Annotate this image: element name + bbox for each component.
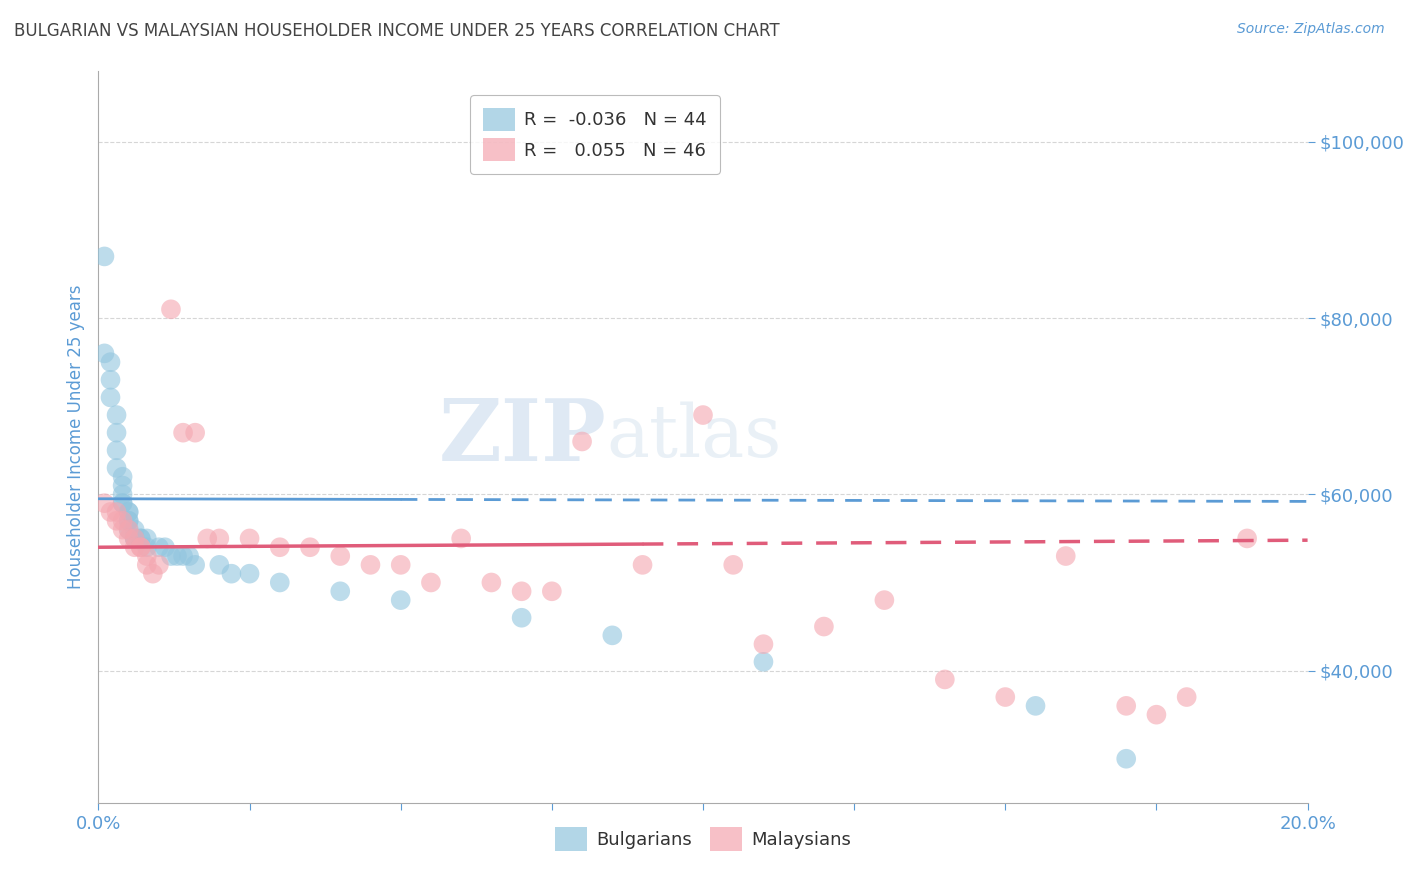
Point: [93, 346, 115, 360]
Point: [124, 532, 146, 546]
Point: [135, 558, 157, 572]
Point: [329, 584, 352, 599]
Point: [135, 540, 157, 554]
Point: [481, 575, 503, 590]
Point: [93, 249, 115, 263]
Point: [172, 425, 194, 440]
Point: [129, 540, 152, 554]
Point: [118, 523, 141, 537]
Point: [100, 355, 122, 369]
Point: [873, 593, 896, 607]
Point: [195, 532, 218, 546]
Point: [269, 540, 291, 554]
Point: [752, 655, 775, 669]
Point: [111, 514, 134, 528]
Point: [752, 637, 775, 651]
Point: [329, 549, 352, 563]
Point: [1236, 532, 1258, 546]
Point: [100, 373, 122, 387]
Point: [93, 496, 115, 510]
Y-axis label: Householder Income Under 25 years: Householder Income Under 25 years: [66, 285, 84, 590]
Point: [111, 523, 134, 537]
Point: [111, 496, 134, 510]
Point: [1024, 698, 1046, 713]
Point: [118, 523, 141, 537]
Point: [239, 532, 262, 546]
Point: [692, 408, 714, 422]
Point: [148, 558, 170, 572]
Point: [105, 514, 128, 528]
Text: Source: ZipAtlas.com: Source: ZipAtlas.com: [1237, 22, 1385, 37]
Point: [510, 611, 533, 625]
Point: [118, 505, 141, 519]
Point: [360, 558, 382, 572]
Point: [420, 575, 443, 590]
Point: [118, 505, 141, 519]
Point: [510, 584, 533, 599]
Point: [111, 469, 134, 483]
Point: [269, 575, 291, 590]
Point: [389, 558, 412, 572]
Point: [934, 673, 956, 687]
Point: [160, 549, 183, 563]
Point: [166, 549, 188, 563]
Point: [299, 540, 322, 554]
Point: [105, 505, 128, 519]
Point: [184, 425, 207, 440]
Point: [135, 532, 157, 546]
Point: [153, 540, 176, 554]
Point: [148, 540, 170, 554]
Point: [111, 478, 134, 492]
Point: [100, 505, 122, 519]
Point: [994, 690, 1017, 704]
Point: [602, 628, 624, 642]
Point: [631, 558, 654, 572]
Point: [100, 391, 122, 405]
Point: [124, 532, 146, 546]
Point: [160, 302, 183, 317]
Point: [124, 532, 146, 546]
Point: [105, 425, 128, 440]
Point: [129, 540, 152, 554]
Point: [184, 558, 207, 572]
Point: [111, 487, 134, 501]
Point: [208, 558, 231, 572]
Point: [129, 532, 152, 546]
Point: [1175, 690, 1198, 704]
Point: [389, 593, 412, 607]
Point: [124, 523, 146, 537]
Text: ZIP: ZIP: [439, 395, 606, 479]
Point: [1144, 707, 1167, 722]
Point: [118, 532, 141, 546]
Point: [1115, 752, 1137, 766]
Point: [135, 549, 157, 563]
Point: [221, 566, 243, 581]
Point: [172, 549, 194, 563]
Text: atlas: atlas: [606, 401, 782, 473]
Point: [450, 532, 472, 546]
Point: [239, 566, 262, 581]
Point: [813, 619, 835, 633]
Point: [571, 434, 593, 449]
Point: [124, 540, 146, 554]
Point: [105, 443, 128, 458]
Point: [118, 514, 141, 528]
Point: [142, 566, 165, 581]
Text: BULGARIAN VS MALAYSIAN HOUSEHOLDER INCOME UNDER 25 YEARS CORRELATION CHART: BULGARIAN VS MALAYSIAN HOUSEHOLDER INCOM…: [14, 22, 780, 40]
Point: [723, 558, 745, 572]
Point: [118, 514, 141, 528]
Point: [129, 532, 152, 546]
Point: [540, 584, 562, 599]
Point: [179, 549, 201, 563]
Point: [208, 532, 231, 546]
Point: [111, 496, 134, 510]
Point: [1054, 549, 1077, 563]
Point: [105, 461, 128, 475]
Legend: Bulgarians, Malaysians: Bulgarians, Malaysians: [546, 818, 860, 860]
Point: [1115, 698, 1137, 713]
Point: [105, 408, 128, 422]
